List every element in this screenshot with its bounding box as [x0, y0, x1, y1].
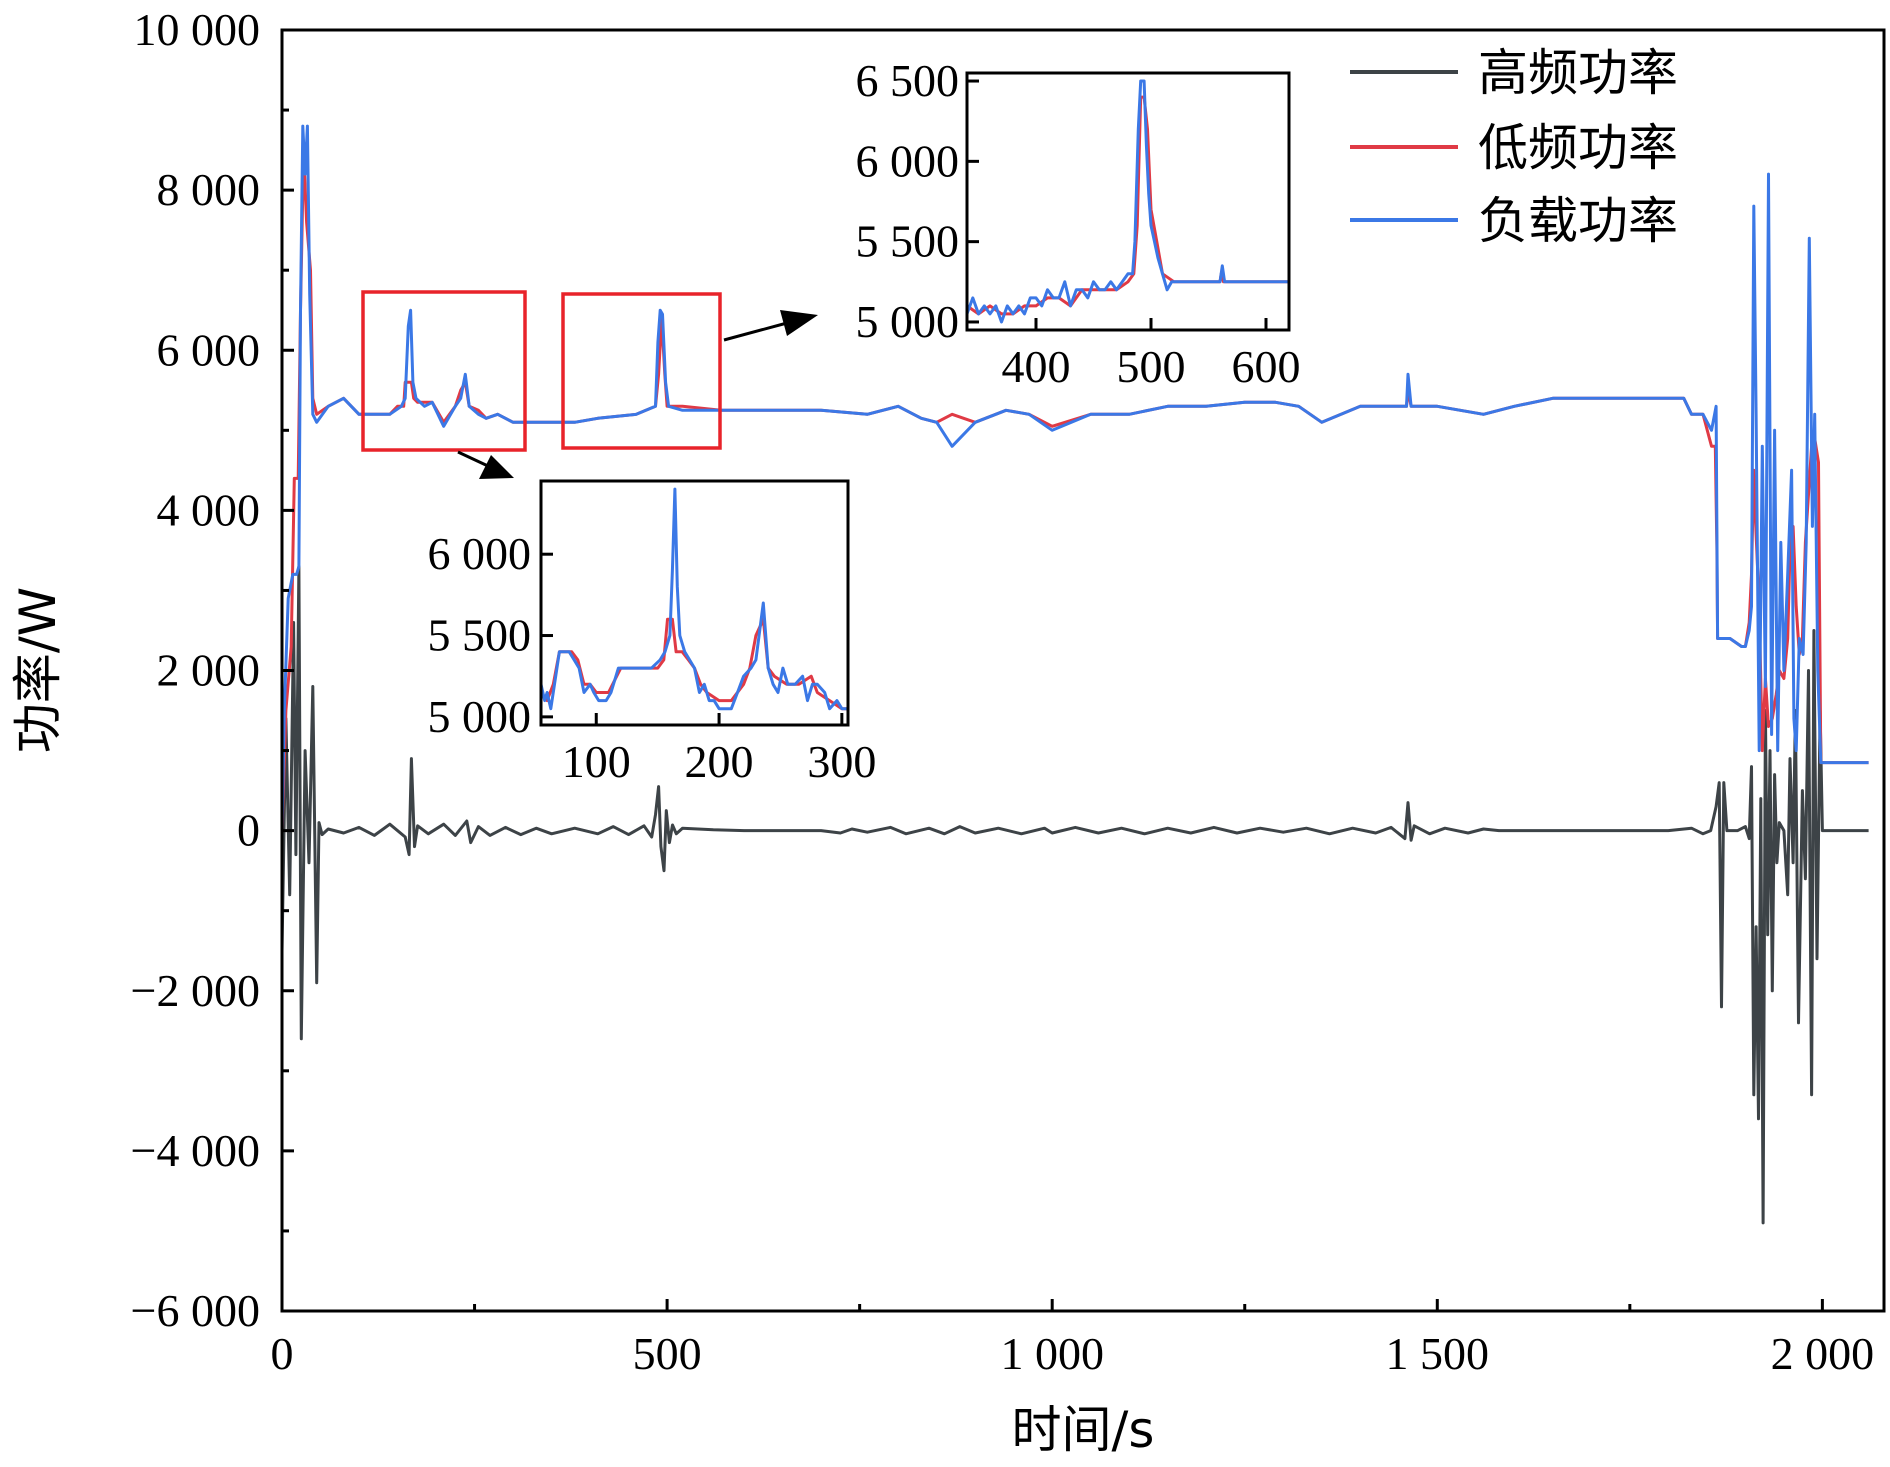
inset-lower-series-line-0 — [541, 617, 848, 711]
main-y-tick-label-8000: 8 000 — [157, 164, 261, 215]
main-x-tick-label-500: 500 — [633, 1328, 702, 1379]
legend-label-high-freq: 高频功率 — [1478, 44, 1678, 102]
inset-upper-y-tick-label-5500: 5 500 — [856, 216, 960, 267]
inset-upper-background — [967, 73, 1289, 330]
inset-lower-x-tick-label-100: 100 — [562, 736, 631, 787]
main-series-line-0 — [282, 564, 1869, 1225]
arrow-to-upper-inset — [723, 310, 818, 342]
inset-lower-y-tick-label-5500: 5 500 — [428, 610, 532, 661]
inset-lower-x-tick-label-200: 200 — [685, 736, 754, 787]
main-ticks-layer: 0 500 1 000 1 500 2 000 −6 000 −4 000 −2 000 0 2 … — [131, 4, 1875, 1379]
inset-upper-y-tick-label-6000: 6 000 — [856, 135, 960, 186]
main-y-tick-label--2000: −2 000 — [131, 965, 260, 1016]
y-axis-title: 功率/W — [9, 587, 67, 753]
inset-upper-frame — [965, 71, 1291, 332]
highlight-box-lower-region — [361, 290, 527, 452]
main-y-tick-label-6000: 6 000 — [157, 324, 261, 375]
inset-upper-y-tick-label-5000: 5 000 — [856, 296, 960, 347]
inset-upper-x-tick-label-500: 500 — [1117, 341, 1186, 392]
x-axis-title: 时间/s — [1012, 1401, 1155, 1459]
legend: 高频功率 低频功率 负载功率 — [1350, 44, 1678, 250]
main-x-tick-label-2000: 2 000 — [1771, 1328, 1875, 1379]
inset-upper-series-layer — [967, 79, 1289, 324]
main-series-layer — [282, 124, 1869, 1225]
main-y-tick-label-2000: 2 000 — [157, 645, 261, 696]
main-x-tick-label-0: 0 — [271, 1328, 294, 1379]
inset-upper-y-tick-label-6500: 6 500 — [856, 55, 960, 106]
inset-upper-series-line-1 — [967, 79, 1289, 324]
inset-lower-ticks-layer: 100 200 300 5 000 5 500 6 000 — [428, 528, 877, 787]
inset-upper-x-tick-label-600: 600 — [1232, 341, 1301, 392]
main-x-tick-label-1500: 1 500 — [1386, 1328, 1490, 1379]
legend-label-load: 负载功率 — [1478, 192, 1678, 250]
inset-lower: 100 200 300 5 000 5 500 6 000 — [428, 479, 877, 787]
main-x-tick-label-1000: 1 000 — [1000, 1328, 1104, 1379]
main-series-line-2 — [282, 124, 1869, 831]
main-y-tick-label-4000: 4 000 — [157, 484, 261, 535]
inset-lower-y-tick-label-5000: 5 000 — [428, 691, 532, 742]
main-y-tick-label--6000: −6 000 — [131, 1285, 260, 1336]
main-y-tick-label--4000: −4 000 — [131, 1125, 260, 1176]
legend-label-low-freq: 低频功率 — [1478, 119, 1678, 177]
inset-upper-x-tick-label-400: 400 — [1002, 341, 1071, 392]
arrow-to-lower-inset — [457, 450, 514, 479]
highlight-box-upper-region — [561, 292, 722, 450]
inset-lower-series-layer — [541, 487, 848, 711]
main-y-tick-label-0: 0 — [237, 805, 260, 856]
inset-upper-ticks-layer: 400 500 600 5 000 5 500 6 000 6 500 — [856, 55, 1301, 392]
inset-lower-series-line-1 — [541, 487, 848, 711]
inset-lower-x-tick-label-300: 300 — [807, 736, 876, 787]
inset-upper: 400 500 600 5 000 5 500 6 000 6 500 — [856, 55, 1301, 392]
main-y-tick-label-10000: 10 000 — [134, 4, 261, 55]
inset-lower-frame — [539, 479, 850, 727]
inset-lower-y-tick-label-6000: 6 000 — [428, 528, 532, 579]
